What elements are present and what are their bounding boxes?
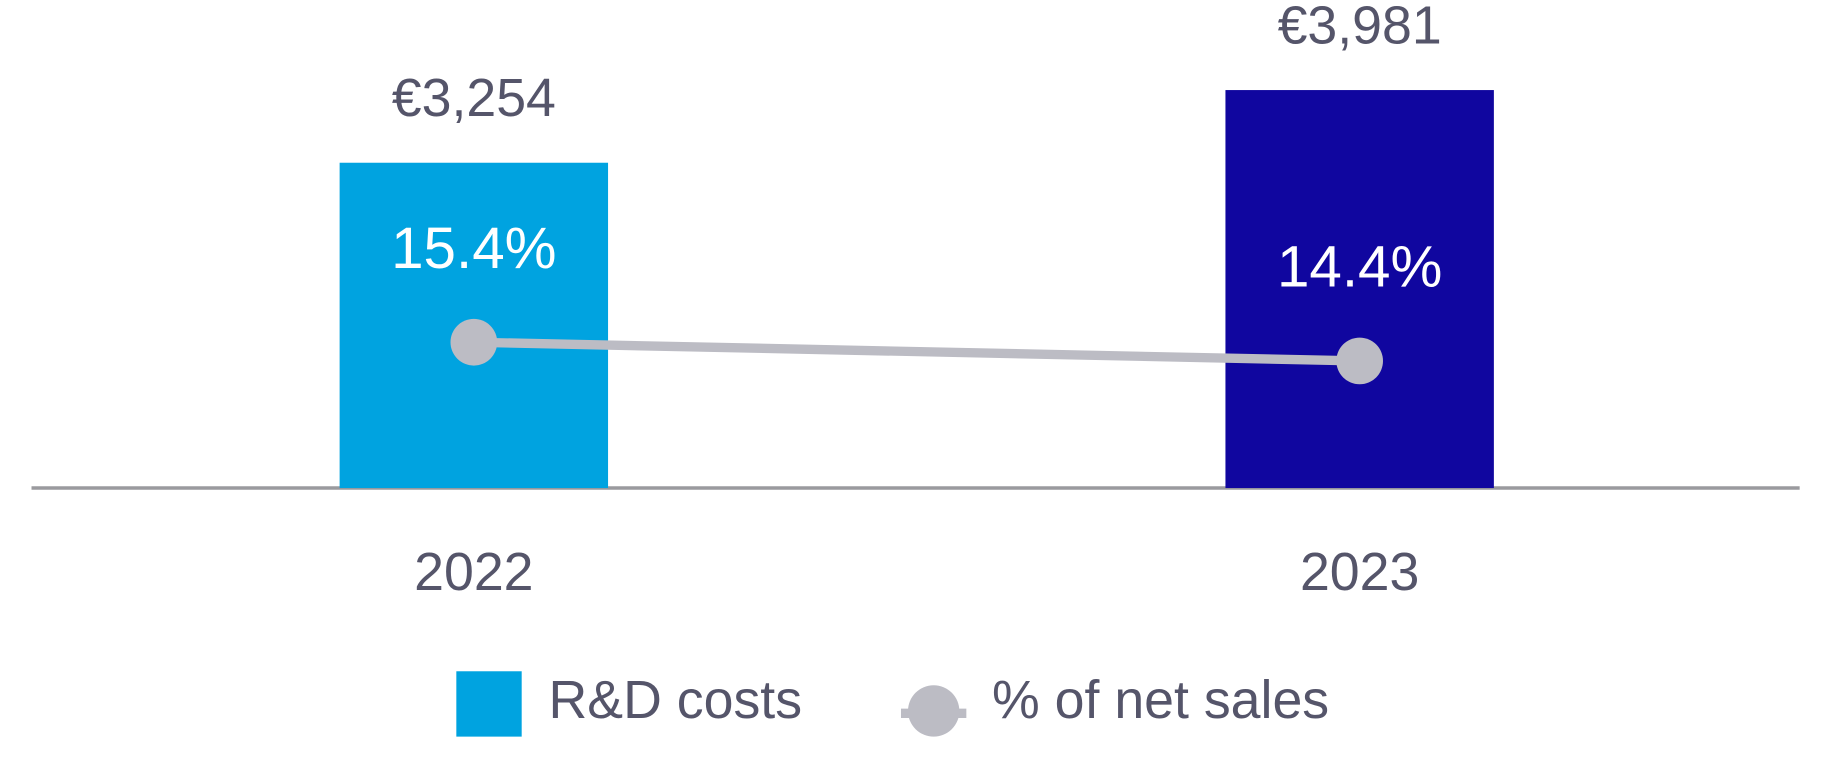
bar-value-label: €3,981 (1278, 0, 1442, 56)
bar (1225, 90, 1494, 489)
legend-swatch-point (907, 685, 960, 737)
line-point (1336, 337, 1384, 385)
line (473, 337, 1360, 366)
bar-value-label: €3,254 (392, 68, 556, 128)
legend-swatch (456, 671, 522, 737)
legend-label: % of net sales (992, 670, 1329, 730)
line-value-label: 15.4% (391, 216, 556, 281)
line-value-label: 14.4% (1277, 234, 1442, 299)
x-tick-label: 2023 (1300, 542, 1419, 602)
x-tick-label: 2022 (414, 542, 533, 602)
line-point (450, 318, 498, 366)
legend-label: R&D costs (549, 670, 803, 730)
